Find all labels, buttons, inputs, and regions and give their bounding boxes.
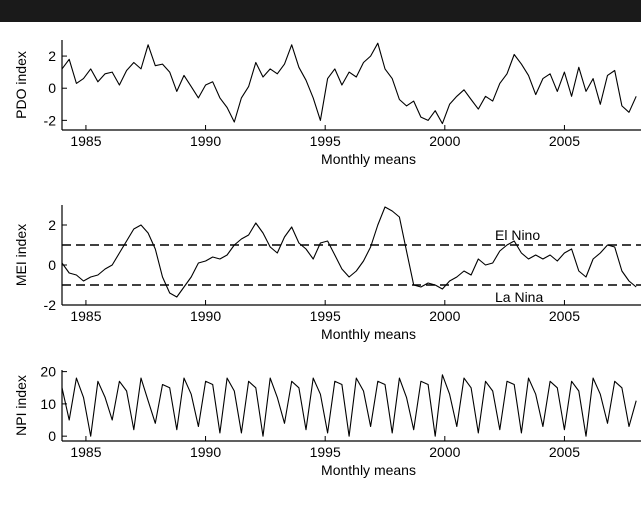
mei-xtick-label: 1995 xyxy=(310,308,341,324)
el-nino-annotation: El Nino xyxy=(495,227,540,243)
mei-ytick-label: 0 xyxy=(48,257,56,273)
pdo-ytick-label: -2 xyxy=(44,112,57,128)
npi-ytick-label: 20 xyxy=(40,364,56,380)
pdo-ytick-label: 2 xyxy=(48,48,56,64)
pdo-xtick-label: 1995 xyxy=(310,133,341,149)
npi-xlabel: Monthly means xyxy=(321,462,416,478)
pdo-plot-area: 1985 1990 1995 2000 2005 -2 0 2 xyxy=(44,40,641,149)
npi-ylabel: NPI index xyxy=(13,375,29,436)
npi-plot-area: 1985 1990 1995 2000 2005 0 10 20 xyxy=(40,364,641,460)
pdo-xlabel: Monthly means xyxy=(321,151,416,167)
mei-xtick-label: 2005 xyxy=(549,308,580,324)
npi-series-line xyxy=(61,374,637,437)
npi-xtick-label: 1990 xyxy=(190,444,221,460)
npi-ytick-label: 10 xyxy=(40,396,56,412)
pdo-ylabel: PDO index xyxy=(13,51,29,119)
mei-ytick-label: 2 xyxy=(48,217,56,233)
npi-xtick-label: 1985 xyxy=(70,444,101,460)
pdo-ytick-label: 0 xyxy=(48,80,56,96)
pdo-xtick-label: 2005 xyxy=(549,133,580,149)
npi-xtick-label: 1995 xyxy=(310,444,341,460)
mei-xtick-label: 1985 xyxy=(70,308,101,324)
pdo-xtick-label: 1990 xyxy=(190,133,221,149)
mei-series-line xyxy=(61,206,637,298)
pdo-panel: 1985 1990 1995 2000 2005 -2 0 2 Monthly means P… xyxy=(13,40,641,167)
npi-xtick-label: 2000 xyxy=(429,444,460,460)
la-nina-annotation: La Nina xyxy=(495,289,543,305)
pdo-xtick-label: 1985 xyxy=(70,133,101,149)
mei-xtick-label: 2000 xyxy=(429,308,460,324)
mei-ylabel: MEI index xyxy=(13,224,29,286)
mei-xtick-label: 1990 xyxy=(190,308,221,324)
npi-ytick-label: 0 xyxy=(48,428,56,444)
pdo-xtick-label: 2000 xyxy=(429,133,460,149)
mei-panel: 1985 1990 1995 2000 2005 -2 0 2 Monthly means M… xyxy=(13,205,641,342)
mei-xlabel: Monthly means xyxy=(321,326,416,342)
pdo-series-line xyxy=(61,42,637,125)
npi-xtick-label: 2005 xyxy=(549,444,580,460)
mei-plot-area: 1985 1990 1995 2000 2005 -2 0 2 xyxy=(44,205,641,324)
mei-ytick-label: -2 xyxy=(44,297,57,313)
top-bar xyxy=(0,0,641,22)
